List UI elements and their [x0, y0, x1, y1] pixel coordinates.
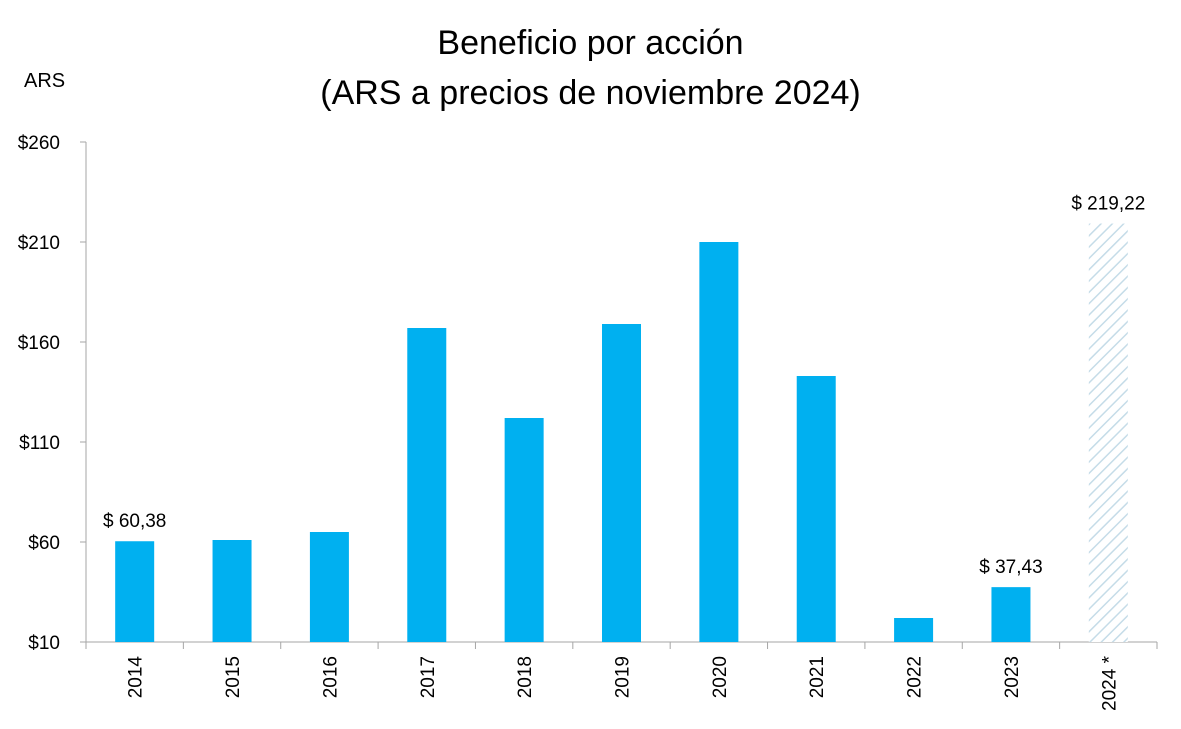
y-tick-label: $60	[28, 533, 60, 554]
data-label: $ 219,22	[1071, 194, 1145, 215]
x-tick-label: 2024 *	[1099, 655, 1120, 711]
x-tick-label: 2022	[905, 656, 926, 698]
chart-title: Beneficio por acción	[437, 24, 744, 62]
x-tick-label: 2018	[515, 656, 536, 698]
x-tick-label: 2021	[807, 656, 828, 698]
y-tick-label: $160	[18, 333, 60, 354]
bar-2020	[699, 242, 739, 642]
bar-2023	[991, 587, 1031, 642]
y-tick-label: $210	[18, 233, 60, 254]
x-tick-label: 2015	[223, 656, 244, 698]
bar-estimate-2024	[1088, 223, 1128, 642]
data-label: $ 60,38	[103, 511, 166, 532]
x-tick-label: 2020	[710, 656, 731, 698]
bar-2022	[894, 618, 934, 642]
bar-2017	[407, 328, 447, 642]
plot-area: $10 $60 $110 $160 $210 $260 2014 $ 60,38 2015 201…	[18, 133, 1158, 711]
y-tick-label: $10	[28, 633, 60, 654]
x-tick-label: 2023	[1002, 656, 1023, 698]
bar-2016	[309, 532, 349, 642]
bar-2014	[115, 541, 155, 642]
bar-2018	[504, 418, 544, 642]
bar-2015	[212, 540, 252, 642]
chart-subtitle: (ARS a precios de noviembre 2024)	[320, 74, 861, 112]
bar-2019	[602, 324, 641, 642]
y-axis-unit-label: ARS	[24, 70, 66, 92]
x-tick-label: 2017	[418, 656, 439, 698]
x-tick-label: 2016	[320, 656, 341, 698]
x-tick-label: 2014	[126, 656, 147, 699]
x-tick-label: 2019	[613, 656, 634, 698]
y-tick-label: $110	[19, 433, 60, 454]
y-tick-label: $260	[18, 133, 60, 154]
data-label: $ 37,43	[979, 557, 1042, 578]
bar-2021	[796, 376, 836, 642]
